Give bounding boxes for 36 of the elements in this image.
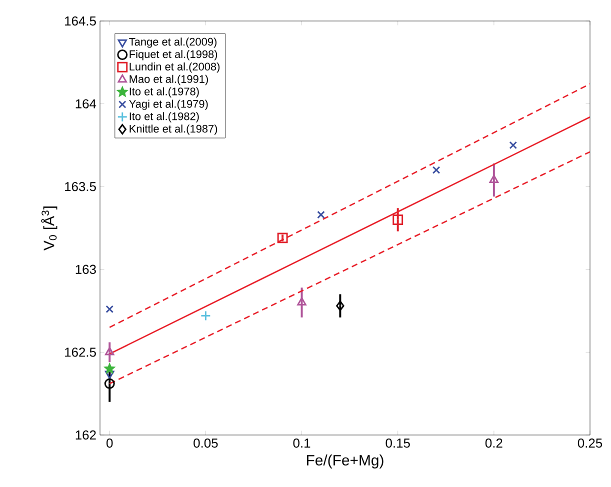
y-tick-label: 164.5 — [65, 16, 96, 26]
point — [432, 166, 440, 174]
x-tick-label: 0.05 — [194, 438, 218, 448]
y-tick-label: 162 — [76, 430, 96, 440]
point — [106, 305, 114, 314]
point — [336, 300, 344, 312]
legend-label: Lundin et al.(2008) — [130, 62, 220, 73]
legend-label: Tange et al.(2009) — [129, 38, 216, 48]
point — [489, 174, 499, 183]
x-tick-label: 0 — [106, 438, 113, 448]
x-tick-label: 0.2 — [485, 438, 502, 448]
legend-label: Fiquet et al.(1998) — [130, 50, 218, 60]
y-tick-label: 163.5 — [65, 182, 96, 192]
y-tick-label: 162.5 — [65, 348, 96, 357]
x-tick-label: 0.15 — [386, 438, 410, 448]
y-axis-title: V$_{0}$ [Å$^{3}$] — [41, 206, 58, 250]
legend-label: Knittle et al.(1987) — [130, 124, 218, 135]
y-tick-label: 163 — [76, 264, 96, 274]
legend-label: Ito et al.(1982) — [130, 112, 199, 122]
point — [104, 364, 115, 374]
x-axis-title: Fe/(Fe+Mg) — [306, 454, 384, 468]
point — [104, 370, 114, 379]
point — [392, 214, 404, 225]
point — [104, 378, 115, 389]
point — [104, 346, 114, 356]
legend-label: Yagi et al.(1979) — [129, 100, 208, 110]
point — [200, 310, 211, 321]
x-tick-label: 0.1 — [293, 438, 310, 448]
y-tick-label: 164 — [76, 99, 96, 108]
legend-label: Mao et al.(1991) — [130, 74, 208, 86]
point — [317, 210, 325, 219]
legend-label: Ito et al.(1978) — [130, 87, 199, 98]
point — [509, 141, 518, 150]
point — [277, 232, 288, 244]
x-tick-label: 0.25 — [578, 438, 602, 448]
point — [297, 297, 306, 306]
